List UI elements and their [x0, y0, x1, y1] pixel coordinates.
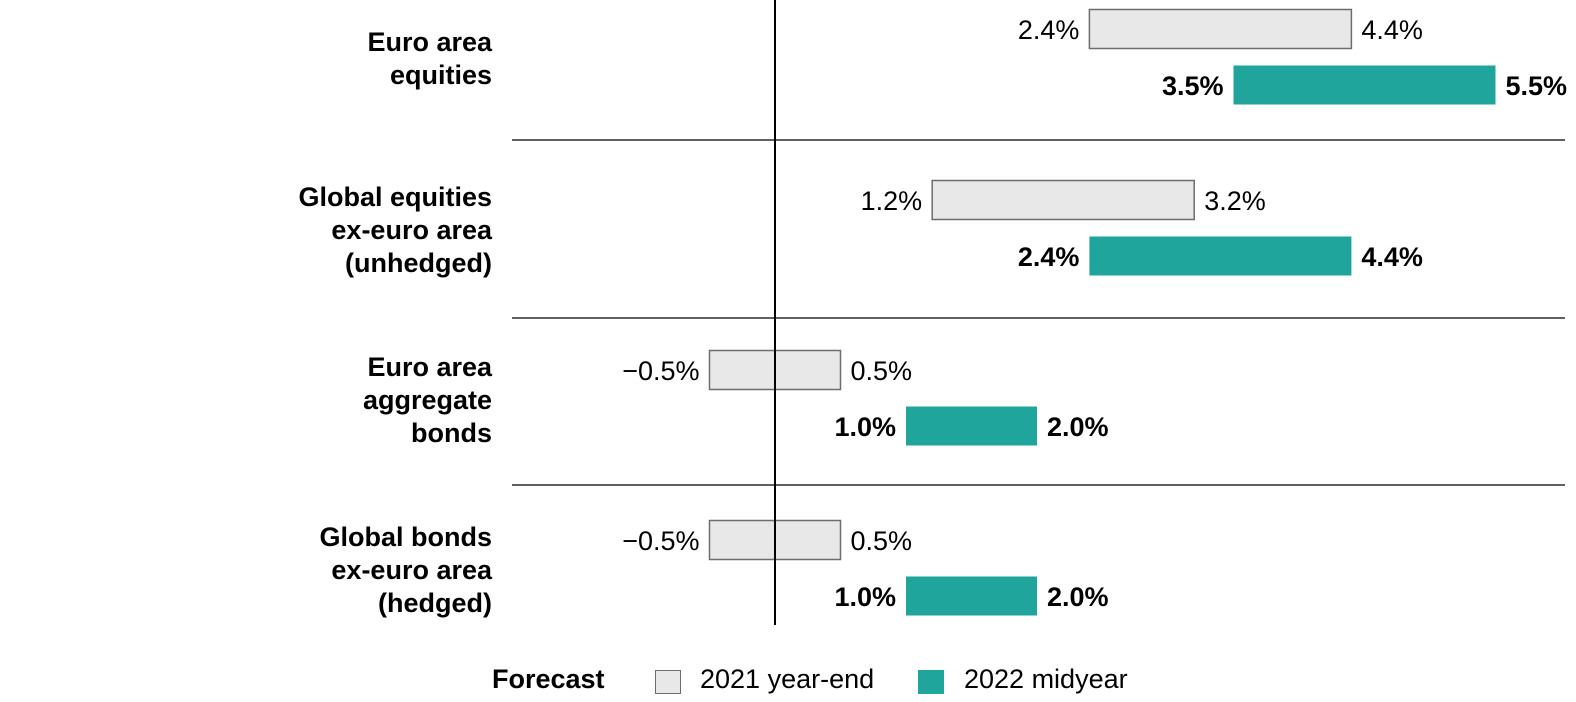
- category-label: Euro area aggregate bonds: [362, 351, 492, 448]
- category-label: Euro area equities: [367, 27, 492, 90]
- bar-2021-year-end: [1088, 8, 1353, 50]
- range-bar-chart: 2.4% 4.4% 1.2% 3.2% −0.5% 0.5% −0.5% 0.5% 3.5% 5.…: [512, 0, 1568, 625]
- data-label-high: 3.2%: [1204, 186, 1266, 216]
- legend-swatch-2022-midyear: [918, 670, 944, 694]
- data-label-high: 4.4%: [1361, 15, 1423, 45]
- category-label: Global equities ex-euro area (unhedged): [298, 181, 492, 278]
- bar-2022-midyear: [906, 576, 1037, 616]
- data-label-high: 2.0%: [1047, 412, 1109, 442]
- legend-label-2021-year-end: 2021 year-end: [700, 664, 875, 694]
- data-label-low: −0.5%: [622, 356, 699, 386]
- data-label-low: 1.2%: [861, 186, 923, 216]
- data-label-low: 2.4%: [1018, 242, 1080, 272]
- data-label-high: 5.5%: [1506, 71, 1568, 101]
- bar-2022-midyear: [1089, 236, 1352, 276]
- bar-2021-year-end: [931, 179, 1195, 221]
- data-label-high: 0.5%: [851, 356, 913, 386]
- legend-label-2022-midyear: 2022 midyear: [964, 664, 1128, 694]
- bar-2022-midyear: [1233, 65, 1496, 105]
- data-label-high: 4.4%: [1361, 242, 1423, 272]
- data-label-low: 1.0%: [834, 412, 896, 442]
- bar-2022-midyear: [906, 406, 1037, 446]
- legend-swatch-2021-year-end: [655, 670, 681, 694]
- data-label-low: 3.5%: [1162, 71, 1224, 101]
- category-label: Global bonds ex-euro area (hedged): [319, 521, 493, 618]
- data-label-low: −0.5%: [622, 526, 699, 556]
- data-label-low: 1.0%: [834, 582, 896, 612]
- data-label-high: 0.5%: [851, 526, 913, 556]
- data-label-high: 2.0%: [1047, 582, 1109, 612]
- legend-title: Forecast: [492, 664, 605, 694]
- legend: Forecast 2021 year-end 2022 midyear: [0, 662, 1576, 702]
- data-label-low: 2.4%: [1018, 15, 1080, 45]
